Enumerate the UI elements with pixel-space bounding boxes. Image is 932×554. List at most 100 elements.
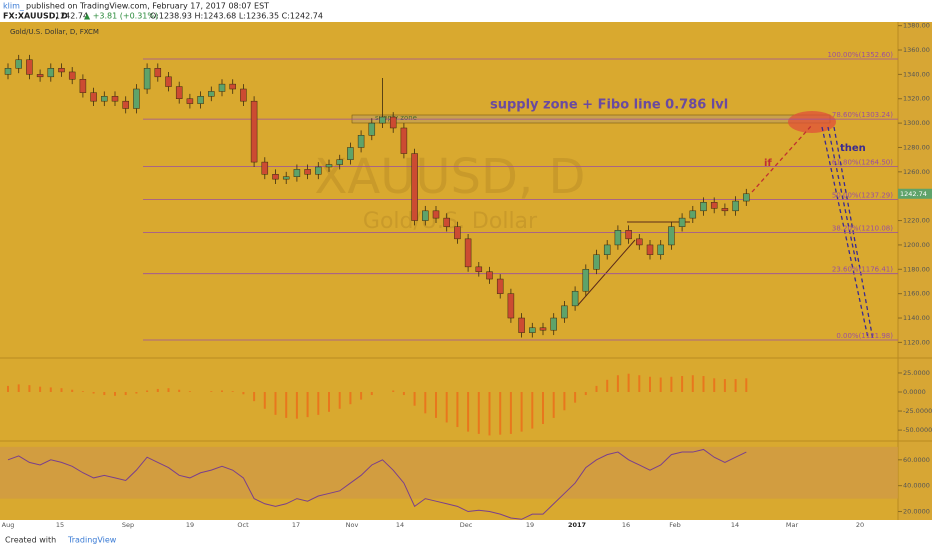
candle-body bbox=[710, 202, 718, 209]
x-tick-label: 17 bbox=[292, 521, 300, 529]
candle-body bbox=[101, 96, 108, 102]
macd-tick-label: -50.0000 bbox=[903, 426, 932, 434]
arrow-if bbox=[751, 124, 813, 193]
y-tick-label: 1340.00 bbox=[903, 70, 930, 78]
x-tick-label: 20 bbox=[856, 521, 864, 529]
candle-body bbox=[422, 210, 429, 221]
candle-body bbox=[743, 193, 750, 202]
x-tick-label: Feb bbox=[669, 521, 681, 529]
candle-body bbox=[36, 74, 44, 78]
fib-label: 78.60%(1303.24) bbox=[832, 111, 893, 119]
candle-body bbox=[475, 266, 483, 272]
macd-tick-label: 25.0000 bbox=[903, 369, 930, 377]
candle-body bbox=[464, 238, 472, 268]
candle-body bbox=[336, 159, 343, 165]
candle-body bbox=[154, 68, 162, 78]
candle-body bbox=[443, 217, 450, 227]
candle-body bbox=[689, 210, 697, 219]
candle-body bbox=[240, 88, 247, 102]
x-tick-label: Mar bbox=[786, 521, 799, 529]
candle-body bbox=[79, 79, 87, 93]
x-tick-label: 14 bbox=[396, 521, 404, 529]
last-price: 1242.74 bbox=[900, 190, 927, 198]
y-tick-label: 1200.00 bbox=[903, 241, 930, 249]
candle-body bbox=[282, 176, 290, 180]
candle-body bbox=[518, 317, 525, 333]
candle-body bbox=[411, 153, 418, 221]
candle-body bbox=[261, 161, 269, 175]
candle-body bbox=[400, 127, 408, 154]
candle-body bbox=[603, 244, 611, 255]
watermark: XAUUSD, D bbox=[315, 149, 586, 205]
macd-tick-label: -25.0000 bbox=[903, 407, 932, 415]
x-tick-label: 14 bbox=[731, 521, 739, 529]
candle-body bbox=[218, 83, 226, 92]
then-label: then bbox=[840, 143, 866, 154]
candle-body bbox=[625, 230, 632, 240]
candle-body bbox=[122, 100, 129, 109]
candle-body bbox=[15, 59, 22, 69]
x-tick-label: Dec bbox=[460, 521, 473, 529]
y-tick-label: 1140.00 bbox=[903, 314, 930, 322]
rsi-band bbox=[0, 446, 898, 499]
symbol: FX:XAUUSD, D bbox=[3, 12, 68, 21]
fib-label: 38.20%(1210.08) bbox=[832, 225, 893, 233]
annotation: supply zone + Fibo line 0.786 lvl bbox=[490, 98, 728, 113]
y-tick-label: 1300.00 bbox=[903, 119, 930, 127]
candle-body bbox=[58, 68, 65, 73]
y-tick-label: 1260.00 bbox=[903, 168, 930, 176]
candle-body bbox=[721, 208, 729, 212]
x-tick-label: 2017 bbox=[568, 521, 586, 529]
candle-body bbox=[208, 91, 215, 97]
x-tick-label: Nov bbox=[346, 521, 359, 529]
rsi-tick-label: 20.0000 bbox=[903, 508, 930, 516]
candle-body bbox=[657, 244, 664, 255]
candle-body bbox=[272, 174, 279, 180]
candle-body bbox=[614, 230, 622, 246]
candle-body bbox=[668, 226, 675, 246]
candle-body bbox=[133, 88, 140, 109]
candle-body bbox=[389, 116, 397, 129]
candle-body bbox=[561, 305, 568, 319]
axis-bg bbox=[898, 22, 932, 520]
fib-label: 100.00%(1352.60) bbox=[827, 51, 893, 59]
plot-bg bbox=[0, 22, 898, 520]
candle-body bbox=[550, 317, 557, 331]
x-tick-label: Sep bbox=[122, 521, 134, 529]
candle-body bbox=[646, 244, 654, 255]
target-ellipse bbox=[788, 111, 836, 133]
candle-body bbox=[432, 210, 440, 219]
published: published on TradingView.com, February 1… bbox=[26, 2, 269, 11]
y-tick-label: 1380.00 bbox=[903, 22, 930, 30]
watermark-sub: Gold/U.S. Dollar bbox=[363, 209, 538, 234]
candle-body bbox=[304, 169, 311, 175]
y-tick-label: 1180.00 bbox=[903, 265, 930, 273]
x-tick-label: Aug bbox=[2, 521, 15, 529]
candle-body bbox=[368, 122, 376, 136]
y-tick-label: 1220.00 bbox=[903, 217, 930, 225]
candle-body bbox=[229, 83, 236, 90]
y-tick-label: 1320.00 bbox=[903, 95, 930, 103]
candle-body bbox=[636, 238, 643, 246]
macd-tick-label: 0.0000 bbox=[903, 388, 926, 396]
candle-body bbox=[325, 164, 333, 168]
change: ▲ +3.81 (+0.31%) bbox=[84, 12, 158, 21]
footer-created: Created with bbox=[5, 536, 56, 545]
rsi-tick-label: 60.0000 bbox=[903, 456, 930, 464]
ohlc: O:1238.93 H:1243.68 L:1236.35 C:1242.74 bbox=[150, 12, 323, 21]
x-tick-label: Oct bbox=[237, 521, 249, 529]
rsi-line bbox=[7, 448, 747, 520]
candle-body bbox=[529, 327, 536, 333]
candle-body bbox=[486, 271, 493, 280]
footer-brand: TradingView bbox=[67, 536, 117, 545]
chart-title: Gold/U.S. Dollar, D, FXCM bbox=[10, 28, 99, 36]
candle-body bbox=[700, 202, 707, 212]
candle-body bbox=[175, 86, 183, 99]
candle-body bbox=[186, 98, 194, 104]
fib-label: 61.80%(1264.50) bbox=[832, 158, 893, 166]
if-label: if bbox=[764, 158, 772, 169]
fib-label: 50.00%(1237.29) bbox=[832, 192, 893, 200]
candle-body bbox=[197, 96, 204, 104]
candle-body bbox=[507, 293, 515, 319]
